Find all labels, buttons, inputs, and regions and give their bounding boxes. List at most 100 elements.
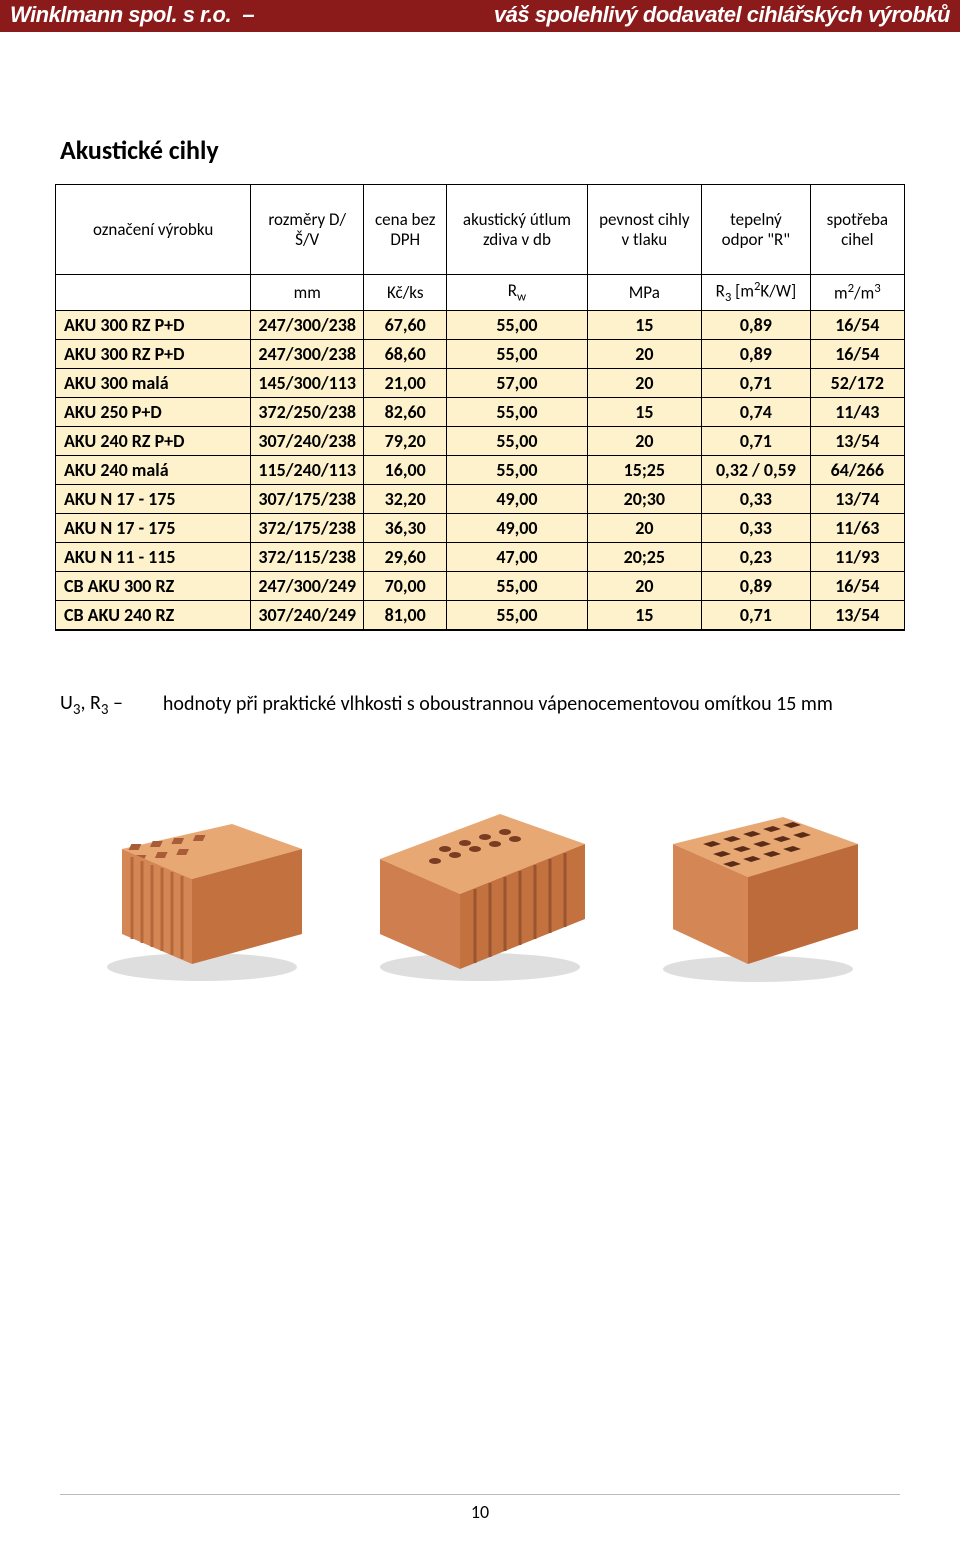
- table-body: AKU 300 RZ P+D247/300/23867,6055,00150,8…: [56, 311, 905, 631]
- cell-product: AKU 300 malá: [56, 369, 251, 398]
- table-row: AKU N 17 - 175372/175/23836,3049,00200,3…: [56, 514, 905, 543]
- header-separator: –: [242, 2, 254, 27]
- col-label: označení výrobku: [56, 185, 251, 275]
- cell-value: 20: [587, 427, 702, 456]
- cell-value: 68,60: [364, 340, 447, 369]
- cell-value: 20;30: [587, 485, 702, 514]
- cell-value: 55,00: [447, 572, 587, 601]
- cell-value: 0,71: [702, 427, 810, 456]
- cell-product: AKU 300 RZ P+D: [56, 311, 251, 340]
- cell-value: 47,00: [447, 543, 587, 572]
- footnote: U3, R3 – hodnoty při praktické vlhkosti …: [60, 691, 905, 719]
- cell-value: 16,00: [364, 456, 447, 485]
- cell-value: 64/266: [810, 456, 904, 485]
- cell-value: 11/63: [810, 514, 904, 543]
- cell-value: 81,00: [364, 601, 447, 631]
- cell-value: 0,74: [702, 398, 810, 427]
- cell-value: 307/175/238: [251, 485, 364, 514]
- unit-rw: Rw: [447, 275, 587, 311]
- cell-value: 16/54: [810, 311, 904, 340]
- cell-value: 0,89: [702, 311, 810, 340]
- cell-value: 67,60: [364, 311, 447, 340]
- cell-value: 36,30: [364, 514, 447, 543]
- table-row: CB AKU 240 RZ307/240/24981,0055,00150,71…: [56, 601, 905, 631]
- cell-value: 32,20: [364, 485, 447, 514]
- table-row: AKU 240 malá115/240/11316,0055,0015;250,…: [56, 456, 905, 485]
- cell-value: 79,20: [364, 427, 447, 456]
- col-dims: rozměry D/Š/V: [251, 185, 364, 275]
- unit-mpa: MPa: [587, 275, 702, 311]
- cell-value: 20: [587, 572, 702, 601]
- cell-product: AKU N 17 - 175: [56, 514, 251, 543]
- cell-value: 20: [587, 340, 702, 369]
- table-row: AKU 300 malá145/300/11321,0057,00200,715…: [56, 369, 905, 398]
- cell-value: 55,00: [447, 601, 587, 631]
- cell-value: 0,33: [702, 485, 810, 514]
- cell-value: 0,33: [702, 514, 810, 543]
- cell-value: 55,00: [447, 311, 587, 340]
- cell-value: 0,32 / 0,59: [702, 456, 810, 485]
- cell-value: 70,00: [364, 572, 447, 601]
- cell-value: 0,71: [702, 601, 810, 631]
- unit-r3: R3 [m2K/W]: [702, 275, 810, 311]
- table-row: AKU 240 RZ P+D307/240/23879,2055,00200,7…: [56, 427, 905, 456]
- cell-value: 247/300/238: [251, 340, 364, 369]
- cell-value: 0,23: [702, 543, 810, 572]
- section-title: Akustické cihly: [60, 134, 905, 166]
- table-row: AKU 300 RZ P+D247/300/23867,6055,00150,8…: [56, 311, 905, 340]
- cell-value: 11/43: [810, 398, 904, 427]
- col-mpa: pevnost cihly v tlaku: [587, 185, 702, 275]
- col-cons: spotřeba cihel: [810, 185, 904, 275]
- cell-value: 55,00: [447, 427, 587, 456]
- cell-value: 13/54: [810, 601, 904, 631]
- cell-value: 145/300/113: [251, 369, 364, 398]
- cell-value: 372/175/238: [251, 514, 364, 543]
- page-footer: 10: [60, 1494, 900, 1523]
- cell-value: 115/240/113: [251, 456, 364, 485]
- cell-value: 16/54: [810, 572, 904, 601]
- cell-value: 247/300/238: [251, 311, 364, 340]
- unit-m2m3: m2/m3: [810, 275, 904, 311]
- table-row: AKU 300 RZ P+D247/300/23868,6055,00200,8…: [56, 340, 905, 369]
- table-row: CB AKU 300 RZ247/300/24970,0055,00200,89…: [56, 572, 905, 601]
- table-header-row-1: označení výrobku rozměry D/Š/V cena bez …: [56, 185, 905, 275]
- cell-value: 11/93: [810, 543, 904, 572]
- col-r: tepelný odpor "R": [702, 185, 810, 275]
- unit-mm: mm: [251, 275, 364, 311]
- col-db: akustický útlum zdiva v db: [447, 185, 587, 275]
- cell-value: 0,71: [702, 369, 810, 398]
- brick-image-3: [633, 789, 883, 989]
- unit-kcks: Kč/ks: [364, 275, 447, 311]
- cell-value: 0,89: [702, 340, 810, 369]
- table-row: AKU N 17 - 175307/175/23832,2049,0020;30…: [56, 485, 905, 514]
- cell-value: 55,00: [447, 340, 587, 369]
- table-row: AKU N 11 - 115372/115/23829,6047,0020;25…: [56, 543, 905, 572]
- cell-product: AKU 300 RZ P+D: [56, 340, 251, 369]
- cell-product: AKU 240 malá: [56, 456, 251, 485]
- cell-value: 57,00: [447, 369, 587, 398]
- cell-product: AKU 240 RZ P+D: [56, 427, 251, 456]
- cell-value: 82,60: [364, 398, 447, 427]
- cell-value: 372/250/238: [251, 398, 364, 427]
- footnote-text: hodnoty při praktické vlhkosti s oboustr…: [163, 691, 833, 718]
- cell-value: 15: [587, 601, 702, 631]
- cell-product: AKU N 11 - 115: [56, 543, 251, 572]
- cell-value: 307/240/249: [251, 601, 364, 631]
- cell-product: CB AKU 240 RZ: [56, 601, 251, 631]
- cell-value: 247/300/249: [251, 572, 364, 601]
- cell-value: 55,00: [447, 456, 587, 485]
- page-number: 10: [471, 1501, 489, 1523]
- col-price: cena bez DPH: [364, 185, 447, 275]
- cell-value: 20;25: [587, 543, 702, 572]
- cell-value: 0,89: [702, 572, 810, 601]
- cell-value: 21,00: [364, 369, 447, 398]
- brick-image-2: [350, 789, 610, 989]
- cell-value: 20: [587, 369, 702, 398]
- cell-product: AKU 250 P+D: [56, 398, 251, 427]
- table-header-row-2: mm Kč/ks Rw MPa R3 [m2K/W] m2/m3: [56, 275, 905, 311]
- table-row: AKU 250 P+D372/250/23882,6055,00150,7411…: [56, 398, 905, 427]
- footnote-symbol: U3, R3 –: [60, 691, 123, 719]
- cell-value: 372/115/238: [251, 543, 364, 572]
- company-name: Winklmann spol. s r.o.: [10, 2, 231, 27]
- cell-value: 49,00: [447, 514, 587, 543]
